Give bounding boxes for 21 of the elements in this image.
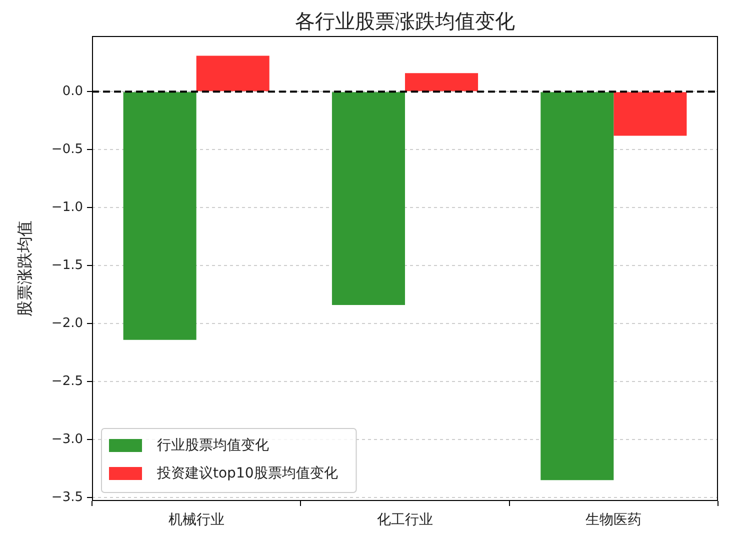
y-tick-label: −0.5 [51, 142, 83, 158]
chart-title: 各行业股票涨跌均值变化 [295, 9, 515, 33]
bar [196, 56, 270, 92]
y-tick-label: −1.5 [51, 258, 83, 273]
y-tick-label: −3.5 [51, 490, 83, 505]
bar [540, 92, 614, 480]
legend-label: 投资建议top10股票均值变化 [156, 466, 338, 482]
bar [123, 92, 196, 340]
legend-label: 行业股票均值变化 [157, 438, 269, 454]
y-tick-label: −2.5 [51, 374, 83, 389]
y-tick-label: −1.0 [51, 200, 83, 215]
bar [405, 73, 478, 92]
bar [332, 92, 405, 306]
x-tick-label: 机械行业 [168, 512, 224, 528]
x-tick-label: 化工行业 [377, 512, 433, 528]
y-tick-label: 0.0 [62, 84, 83, 100]
bar [614, 92, 687, 136]
y-tick-label: −2.0 [51, 316, 83, 331]
x-tick-label: 生物医药 [586, 512, 642, 528]
y-axis-title: 股票涨跌均值 [14, 220, 34, 316]
y-tick-label: −3.0 [51, 432, 83, 447]
